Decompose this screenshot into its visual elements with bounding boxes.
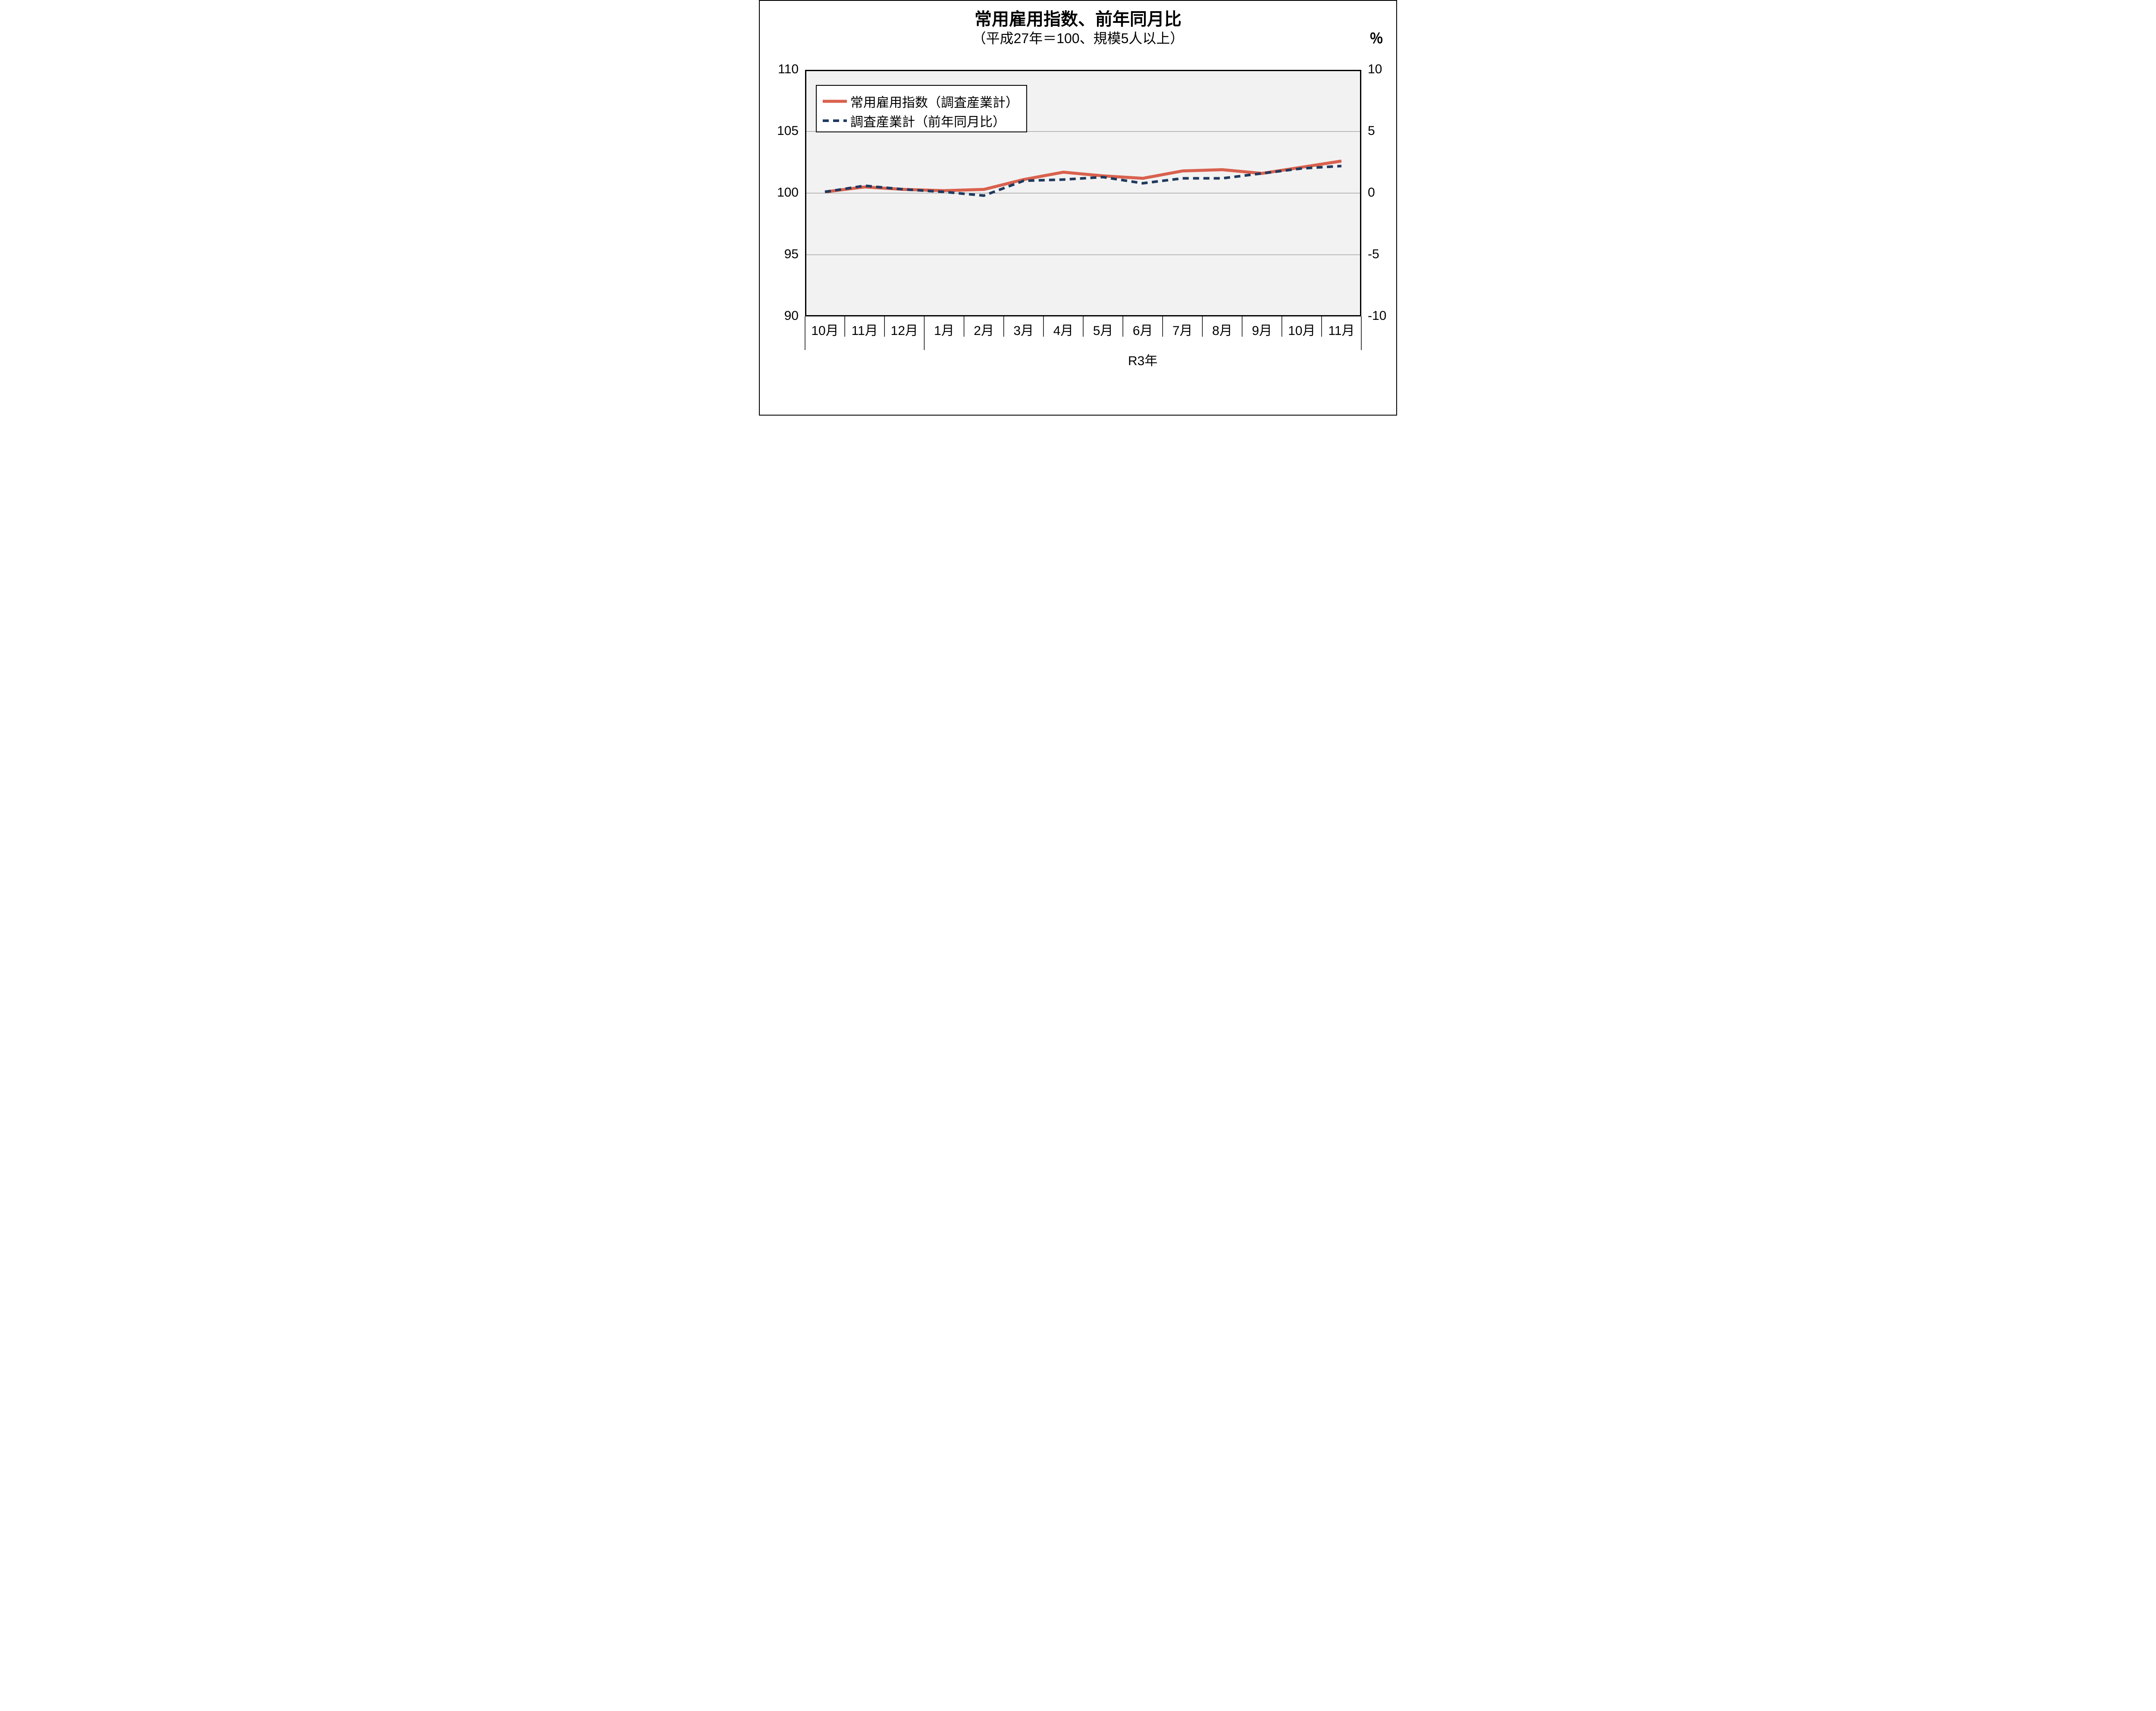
- chart-container: 常用雇用指数、前年同月比 （平成27年＝100、規模5人以上） ％ 909510…: [759, 0, 1397, 416]
- axis-overlay: [760, 1, 1398, 416]
